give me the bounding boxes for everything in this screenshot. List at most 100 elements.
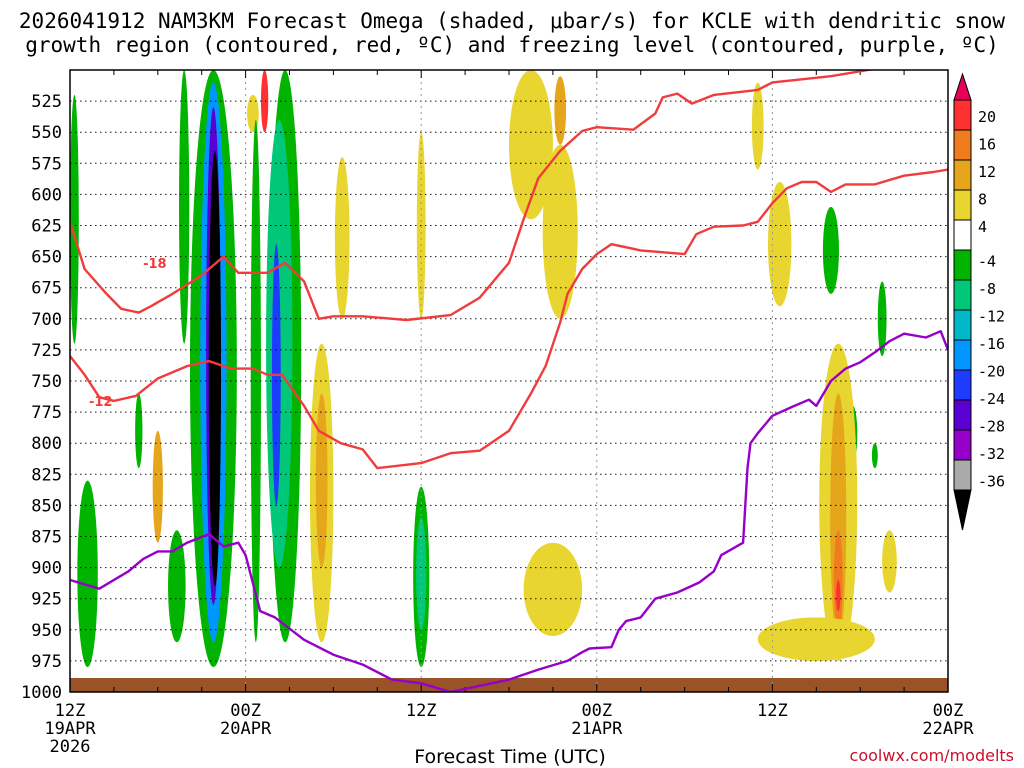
omega-region-23 [542,144,578,319]
y-tick-label: 675 [31,279,62,299]
colorbar-segment [953,309,972,341]
omega-region-11 [247,94,259,133]
y-tick-label: 525 [31,92,62,112]
y-tick-label: 650 [31,248,62,268]
omega-region-27 [751,82,764,170]
x-tick-label: 2026 [50,737,91,757]
colorbar-label: -32 [978,445,1005,463]
credit-text: coolwx.com/modelts [850,746,1014,765]
omega-region-18 [334,157,350,319]
omega-region-36 [757,617,875,661]
omega-shading [70,70,897,668]
y-tick-label: 550 [31,123,62,143]
colorbar-label: 8 [978,191,987,209]
pressure-axis: 525 550 575 600 625 650 675 700 725 750 775 800 825 8… [21,92,62,703]
y-tick-label: 600 [31,185,62,205]
y-tick-label: 625 [31,217,62,237]
omega-region-31 [871,443,878,469]
colorbar-segment [953,399,972,431]
omega-region-34 [833,530,843,630]
omega-region-25 [523,542,583,637]
colorbar-segment [953,369,972,401]
x-tick-label: 19APR [44,719,96,739]
x-tick-label: 00Z [933,701,964,721]
y-tick-label: 875 [31,528,62,548]
omega-region-37 [882,530,897,593]
x-tick-label: 00Z [230,701,261,721]
colorbar-label: -16 [978,335,1005,353]
colorbar-segment [953,219,972,251]
colorbar-segment [953,279,972,311]
colorbar-segment [953,189,972,221]
y-tick-label: 900 [31,559,62,579]
colorbar-segment [953,249,972,281]
colorbar-label: 12 [978,163,996,181]
x-tick-label: 20APR [220,719,272,739]
colorbar-label: -28 [978,418,1005,436]
y-tick-label: 975 [31,652,62,672]
colorbar-label: 4 [978,218,987,236]
omega-region-10 [260,70,269,133]
omega-region-4 [168,530,186,643]
omega-region-9 [208,150,222,587]
omega-region-1 [70,94,79,344]
omega-region-17 [315,393,328,568]
colorbar-label: -20 [978,363,1005,381]
dgz-contour-label: -12 [89,395,113,410]
colorbar-label: -24 [978,390,1005,408]
colorbar-cap-top [953,72,972,101]
y-tick-label: 925 [31,590,62,610]
dgz-contour-label: -18 [143,257,167,272]
omega-region-35 [836,580,841,612]
x-tick-label: 21APR [571,719,623,739]
omega-region-3 [152,430,163,543]
colorbar-segment [953,129,972,161]
colorbar-segment [953,429,972,461]
colorbar-segment [953,99,972,131]
omega-region-28 [822,206,839,294]
temperature-contours: -18 -12 [70,70,948,692]
omega-region-5 [179,70,190,344]
chart-title-line2: growth region (contoured, red, ºC) and f… [25,33,999,57]
omega-region-26 [768,181,792,307]
dgz-contour--12-1 [70,168,948,470]
x-axis-label: Forecast Time (UTC) [414,746,605,768]
x-tick-label: 12Z [55,701,86,721]
colorbar-segment [953,159,972,191]
y-tick-label: 1000 [21,683,62,703]
y-tick-label: 775 [31,403,62,423]
y-tick-label: 800 [31,434,62,454]
omega-region-21 [416,517,427,630]
y-tick-label: 575 [31,154,62,174]
colorbar-segment [953,459,972,491]
y-tick-label: 725 [31,341,62,361]
dgz-contour--18-0 [70,70,875,322]
omega-colorbar: 20 16 12 8 4 -4 -8 -12 -16 -20 -24 -28 -32 -36 [953,72,1005,531]
colorbar-label: 20 [978,108,996,126]
y-tick-label: 750 [31,372,62,392]
omega-region-0 [77,480,98,668]
omega-region-22 [509,70,553,220]
omega-region-2 [135,393,143,469]
colorbar-segment [953,339,972,371]
colorbar-label: -4 [978,253,996,271]
colorbar-label: 16 [978,136,996,154]
colorbar-label: -12 [978,308,1005,326]
omega-region-24 [554,76,567,145]
x-tick-label: 00Z [581,701,612,721]
freezing-level-contour [70,330,948,692]
plot-frame [69,69,949,693]
y-tick-label: 700 [31,310,62,330]
x-tick-label: 12Z [406,701,437,721]
y-tick-label: 950 [31,621,62,641]
omega-region-29 [877,281,887,357]
y-tick-label: 825 [31,465,62,485]
colorbar-label: -36 [978,473,1005,491]
x-tick-label: 22APR [922,719,974,739]
colorbar-label: -8 [978,280,996,298]
y-tick-label: 850 [31,496,62,516]
x-tick-label: 12Z [757,701,788,721]
colorbar-cap-bottom [953,489,972,531]
